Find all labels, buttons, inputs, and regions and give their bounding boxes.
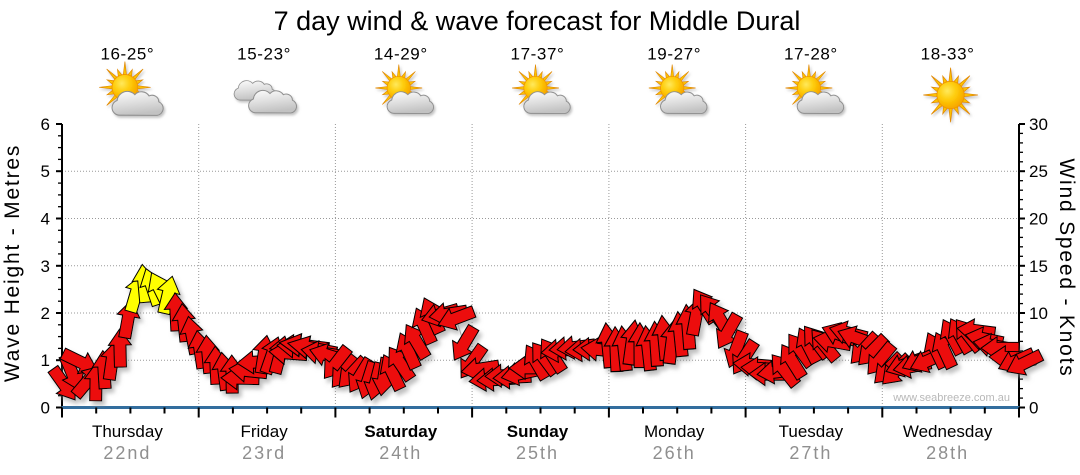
svg-text:17-28°: 17-28° — [784, 45, 838, 64]
svg-text:27th: 27th — [789, 443, 832, 463]
svg-text:7 day wind & wave forecast for: 7 day wind & wave forecast for Middle Du… — [274, 6, 801, 36]
svg-text:0: 0 — [1029, 399, 1038, 418]
svg-text:4: 4 — [41, 210, 50, 229]
svg-text:www.seabreeze.com.au: www.seabreeze.com.au — [892, 392, 1010, 404]
svg-text:Tuesday: Tuesday — [779, 422, 844, 441]
svg-text:2: 2 — [41, 304, 50, 323]
svg-text:20: 20 — [1029, 210, 1048, 229]
svg-text:30: 30 — [1029, 115, 1048, 134]
svg-text:18-33°: 18-33° — [921, 45, 975, 64]
svg-text:15: 15 — [1029, 257, 1048, 276]
svg-text:15-23°: 15-23° — [237, 45, 291, 64]
svg-text:Thursday: Thursday — [92, 422, 163, 441]
svg-text:Wave Height - Metres: Wave Height - Metres — [1, 144, 24, 382]
svg-text:25: 25 — [1029, 162, 1048, 181]
svg-text:Sunday: Sunday — [507, 422, 569, 441]
svg-text:Saturday: Saturday — [364, 422, 437, 441]
svg-text:25th: 25th — [516, 443, 559, 463]
svg-text:28th: 28th — [926, 443, 969, 463]
svg-text:3: 3 — [41, 257, 50, 276]
svg-text:Wind Speed - Knots: Wind Speed - Knots — [1055, 158, 1078, 377]
svg-text:1: 1 — [41, 351, 50, 370]
svg-text:Friday: Friday — [240, 422, 288, 441]
svg-text:14-29°: 14-29° — [374, 45, 428, 64]
svg-text:19-27°: 19-27° — [647, 45, 701, 64]
svg-text:26th: 26th — [653, 443, 696, 463]
svg-text:6: 6 — [41, 115, 50, 134]
svg-text:22nd: 22nd — [103, 443, 151, 463]
svg-text:17-37°: 17-37° — [511, 45, 565, 64]
svg-text:Monday: Monday — [644, 422, 705, 441]
svg-text:5: 5 — [41, 162, 50, 181]
svg-text:Wednesday: Wednesday — [903, 422, 993, 441]
svg-text:23rd: 23rd — [242, 443, 286, 463]
svg-text:16-25°: 16-25° — [100, 45, 154, 64]
svg-text:10: 10 — [1029, 304, 1048, 323]
svg-text:0: 0 — [41, 399, 50, 418]
svg-text:24th: 24th — [379, 443, 422, 463]
